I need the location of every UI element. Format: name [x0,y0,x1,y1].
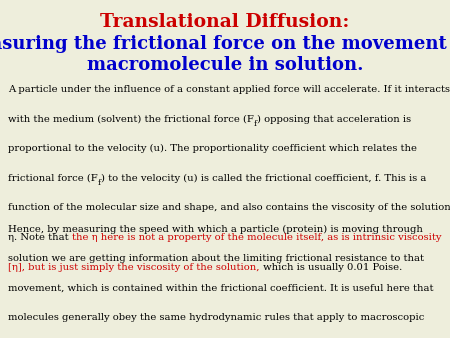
Text: the η here is not a property of the molecule itself, as is intrinsic viscosity: the η here is not a property of the mole… [72,233,441,242]
Text: frictional force (F: frictional force (F [8,174,98,183]
Text: molecules generally obey the same hydrodynamic rules that apply to macroscopic: molecules generally obey the same hydrod… [8,314,424,322]
Text: movement, which is contained within the frictional coefficient. It is useful her: movement, which is contained within the … [8,284,434,293]
Text: f: f [98,179,101,187]
Text: ) to the velocity (u) is called the frictional coefficient, f. This is a: ) to the velocity (u) is called the fric… [101,174,426,183]
Text: ) opposing that acceleration is: ) opposing that acceleration is [257,115,411,124]
Text: f: f [254,120,257,128]
Text: measuring the frictional force on the movement of a: measuring the frictional force on the mo… [0,35,450,53]
Text: Translational Diffusion:: Translational Diffusion: [100,13,350,31]
Text: function of the molecular size and shape, and also contains the viscosity of the: function of the molecular size and shape… [8,203,450,213]
Text: A particle under the influence of a constant applied force will accelerate. If i: A particle under the influence of a cons… [8,85,450,94]
Text: Hence, by measuring the speed with which a particle (protein) is moving through: Hence, by measuring the speed with which… [8,225,423,234]
Text: macromolecule in solution.: macromolecule in solution. [87,56,363,74]
Text: η. Note that: η. Note that [8,233,72,242]
Text: [η], but is just simply the viscosity of the solution,: [η], but is just simply the viscosity of… [8,263,260,272]
Text: solution we are getting information about the limiting frictional resistance to : solution we are getting information abou… [8,254,424,263]
Text: proportional to the velocity (u). The proportionality coefficient which relates : proportional to the velocity (u). The pr… [8,144,417,153]
Text: which is usually 0.01 Poise.: which is usually 0.01 Poise. [260,263,402,272]
Text: with the medium (solvent) the frictional force (F: with the medium (solvent) the frictional… [8,115,254,124]
